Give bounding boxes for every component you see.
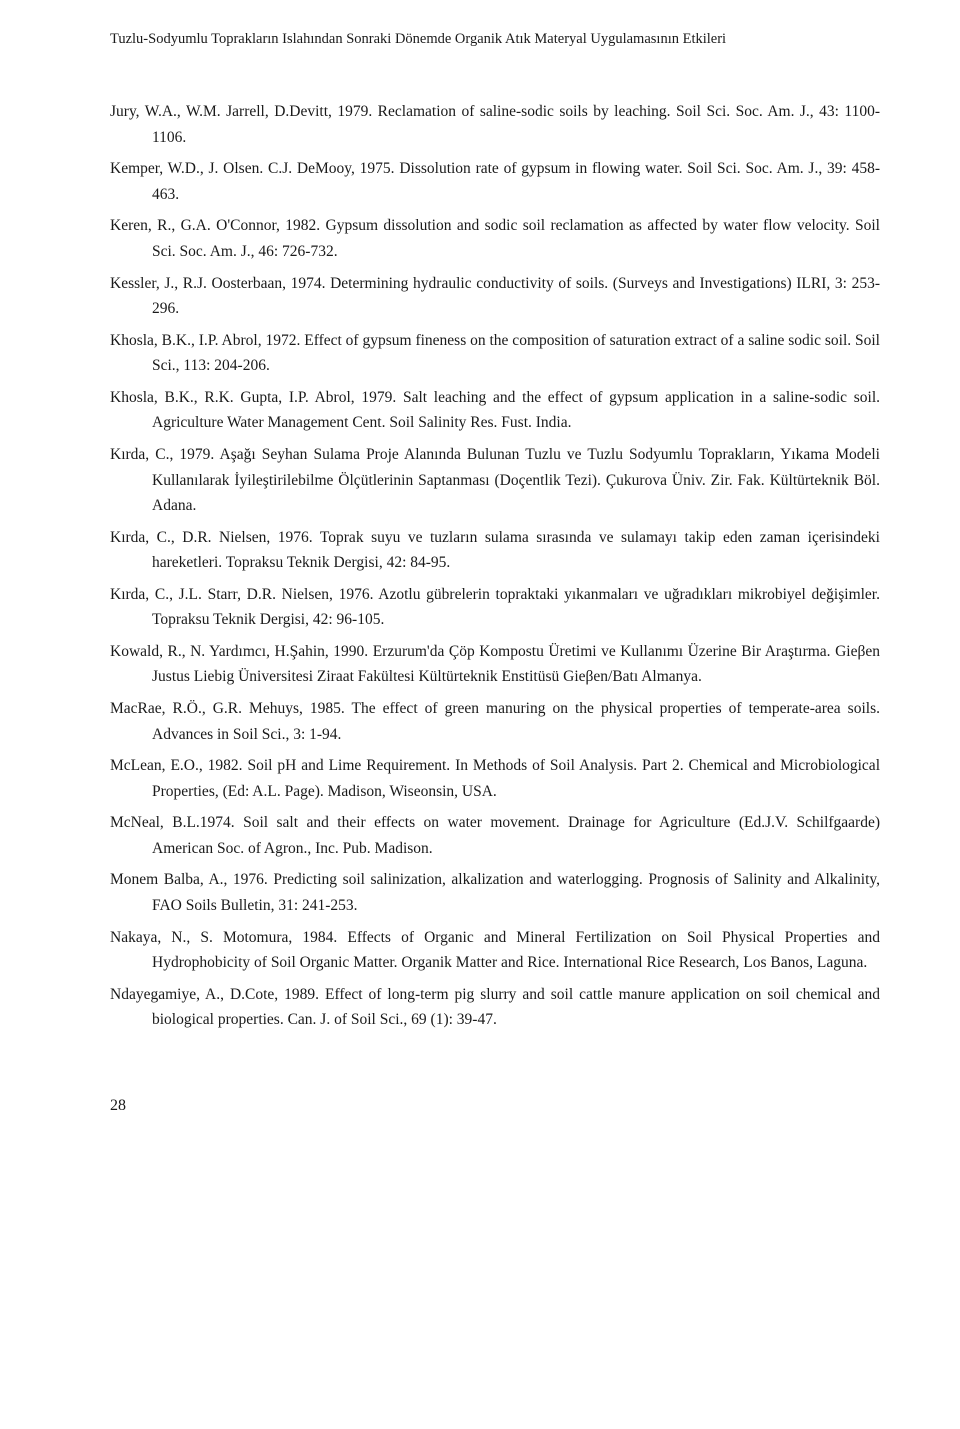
reference-list: Jury, W.A., W.M. Jarrell, D.Devitt, 1979…: [110, 99, 880, 1033]
reference-item: Khosla, B.K., R.K. Gupta, I.P. Abrol, 19…: [110, 385, 880, 436]
reference-item: Jury, W.A., W.M. Jarrell, D.Devitt, 1979…: [110, 99, 880, 150]
running-header: Tuzlu-Sodyumlu Toprakların Islahından So…: [110, 28, 880, 51]
reference-item: Kırda, C., D.R. Nielsen, 1976. Toprak su…: [110, 525, 880, 576]
reference-item: McNeal, B.L.1974. Soil salt and their ef…: [110, 810, 880, 861]
reference-item: Kırda, C., 1979. Aşağı Seyhan Sulama Pro…: [110, 442, 880, 519]
reference-item: Kemper, W.D., J. Olsen. C.J. DeMooy, 197…: [110, 156, 880, 207]
reference-item: Nakaya, N., S. Motomura, 1984. Effects o…: [110, 925, 880, 976]
reference-item: Kowald, R., N. Yardımcı, H.Şahin, 1990. …: [110, 639, 880, 690]
page-number: 28: [110, 1093, 880, 1119]
reference-item: Monem Balba, A., 1976. Predicting soil s…: [110, 867, 880, 918]
reference-item: McLean, E.O., 1982. Soil pH and Lime Req…: [110, 753, 880, 804]
reference-item: MacRae, R.Ö., G.R. Mehuys, 1985. The eff…: [110, 696, 880, 747]
reference-item: Kessler, J., R.J. Oosterbaan, 1974. Dete…: [110, 271, 880, 322]
reference-item: Khosla, B.K., I.P. Abrol, 1972. Effect o…: [110, 328, 880, 379]
reference-item: Kırda, C., J.L. Starr, D.R. Nielsen, 197…: [110, 582, 880, 633]
reference-item: Ndayegamiye, A., D.Cote, 1989. Effect of…: [110, 982, 880, 1033]
reference-item: Keren, R., G.A. O'Connor, 1982. Gypsum d…: [110, 213, 880, 264]
